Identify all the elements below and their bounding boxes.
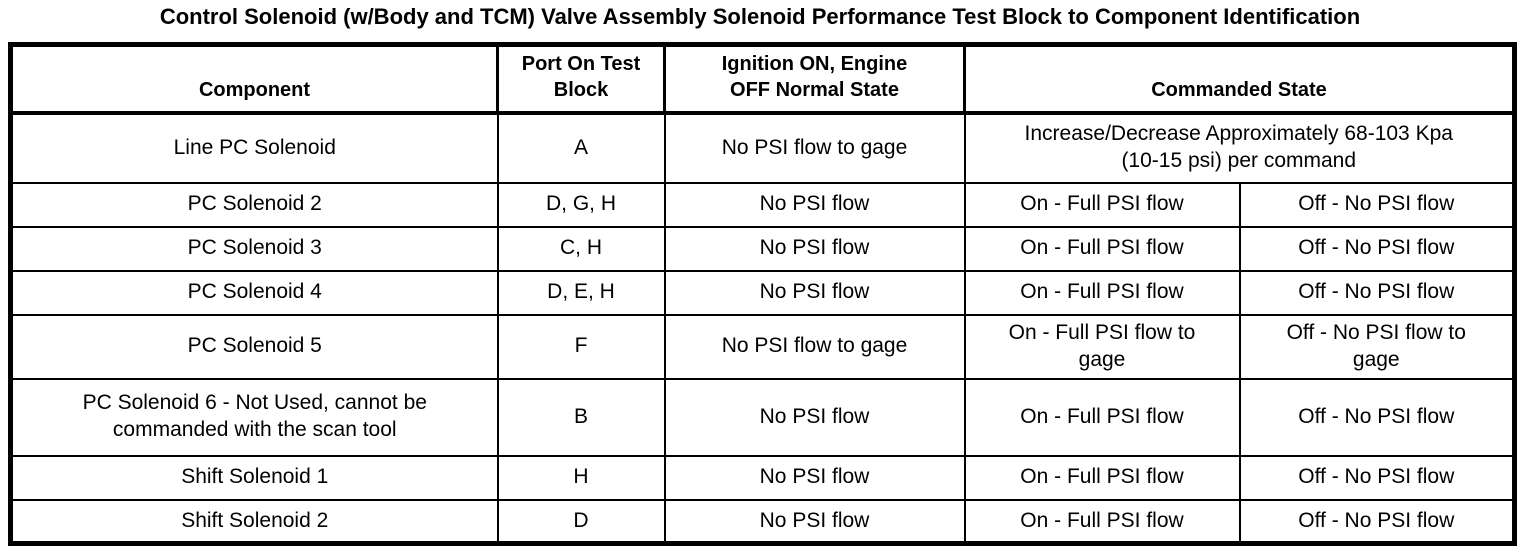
normal-state-cell: No PSI flow: [663, 498, 966, 545]
component-cell: Line PC Solenoid: [9, 111, 499, 184]
commanded-off-cell: Off - No PSI flow to gage: [1238, 313, 1516, 380]
component-cell: PC Solenoid 6 - Not Used, cannot be comm…: [9, 377, 499, 457]
table-row: PC Solenoid 4 D, E, H No PSI flow On - F…: [9, 269, 1516, 316]
table-row: PC Solenoid 2 D, G, H No PSI flow On - F…: [9, 181, 1516, 228]
table-row: Shift Solenoid 2 D No PSI flow On - Full…: [9, 498, 1516, 545]
port-cell: F: [496, 313, 666, 380]
port-cell: A: [496, 111, 666, 184]
normal-state-cell: No PSI flow to gage: [663, 111, 966, 184]
commanded-off-cell: Off - No PSI flow: [1238, 269, 1516, 316]
port-on-test-block-header: Port On Test Block: [496, 43, 666, 115]
component-header: Component: [9, 43, 499, 115]
table-row: PC Solenoid 6 - Not Used, cannot be comm…: [9, 377, 1516, 457]
solenoid-performance-table: Component Port On Test Block Ignition ON…: [8, 42, 1517, 547]
component-cell: PC Solenoid 4: [9, 269, 499, 316]
commanded-on-cell: On - Full PSI flow: [963, 269, 1241, 316]
normal-state-cell: No PSI flow: [663, 454, 966, 501]
normal-state-cell: No PSI flow to gage: [663, 313, 966, 380]
commanded-on-cell: On - Full PSI flow: [963, 454, 1241, 501]
commanded-combined-cell: Increase/Decrease Approximately 68-103 K…: [963, 111, 1516, 184]
component-cell: Shift Solenoid 1: [9, 454, 499, 501]
normal-state-cell: No PSI flow: [663, 181, 966, 228]
component-cell: PC Solenoid 3: [9, 225, 499, 272]
component-cell: PC Solenoid 2: [9, 181, 499, 228]
commanded-on-cell: On - Full PSI flow: [963, 498, 1241, 545]
page-title: Control Solenoid (w/Body and TCM) Valve …: [159, 4, 1361, 29]
port-cell: D: [496, 498, 666, 545]
table-row: PC Solenoid 5 F No PSI flow to gage On -…: [9, 313, 1516, 380]
table-header-row: Component Port On Test Block Ignition ON…: [9, 43, 1516, 115]
port-cell: C, H: [496, 225, 666, 272]
table-row: PC Solenoid 3 C, H No PSI flow On - Full…: [9, 225, 1516, 272]
ignition-normal-state-header: Ignition ON, Engine OFF Normal State: [663, 43, 966, 115]
commanded-state-header: Commanded State: [963, 43, 1516, 115]
port-cell: B: [496, 377, 666, 457]
component-cell: PC Solenoid 5: [9, 313, 499, 380]
commanded-off-cell: Off - No PSI flow: [1238, 225, 1516, 272]
commanded-on-cell: On - Full PSI flow: [963, 377, 1241, 457]
normal-state-cell: No PSI flow: [663, 225, 966, 272]
normal-state-cell: No PSI flow: [663, 269, 966, 316]
commanded-off-cell: Off - No PSI flow: [1238, 377, 1516, 457]
port-cell: D, E, H: [496, 269, 666, 316]
commanded-on-cell: On - Full PSI flow: [963, 225, 1241, 272]
commanded-on-cell: On - Full PSI flow: [963, 181, 1241, 228]
table-row: Line PC Solenoid A No PSI flow to gage I…: [9, 111, 1516, 184]
normal-state-cell: No PSI flow: [663, 377, 966, 457]
table-row: Shift Solenoid 1 H No PSI flow On - Full…: [9, 454, 1516, 501]
commanded-off-cell: Off - No PSI flow: [1238, 498, 1516, 545]
port-cell: H: [496, 454, 666, 501]
commanded-on-cell: On - Full PSI flow to gage: [963, 313, 1241, 380]
component-cell: Shift Solenoid 2: [9, 498, 499, 545]
commanded-off-cell: Off - No PSI flow: [1238, 181, 1516, 228]
port-cell: D, G, H: [496, 181, 666, 228]
commanded-off-cell: Off - No PSI flow: [1238, 454, 1516, 501]
